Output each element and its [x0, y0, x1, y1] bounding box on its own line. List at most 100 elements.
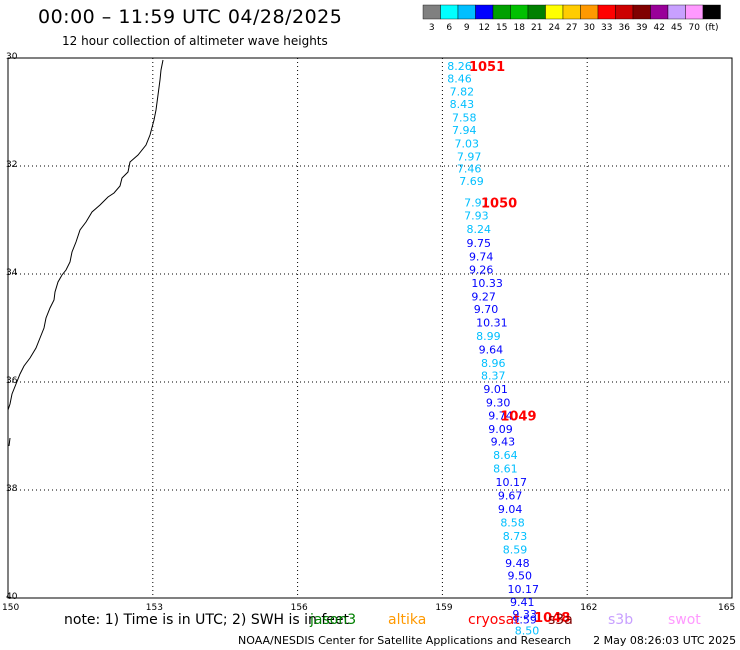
longitude-tick-label: 150	[2, 603, 20, 613]
legend-label: 70	[689, 23, 701, 33]
wave-height-value: 8.59	[503, 543, 528, 556]
wave-height-value: 8.24	[467, 223, 492, 236]
legend-swatch	[702, 4, 721, 20]
legend-label: 45	[671, 23, 682, 33]
satellite-legend-swot: swot	[668, 612, 701, 628]
latitude-tick-label: 32	[6, 160, 18, 170]
wave-height-value: 7.69	[459, 175, 484, 188]
wave-height-value: 7.58	[452, 111, 477, 124]
wave-height-value: 7.82	[450, 85, 475, 98]
wave-height-value: 10.17	[508, 583, 540, 596]
wave-height-value: 9.64	[479, 344, 504, 357]
wave-height-value: 7.97	[457, 150, 482, 163]
lat-lon-grid	[8, 58, 732, 598]
legend-label: 33	[601, 23, 612, 33]
pass-number-label: 1050	[481, 197, 517, 212]
legend-swatch	[597, 4, 616, 20]
wave-height-value: 9.74	[469, 251, 494, 264]
latitude-tick-label: 30	[6, 52, 18, 62]
legend-swatch	[440, 4, 459, 20]
observation-labels: 8.268.467.828.437.587.947.037.977.467.69…	[447, 60, 539, 637]
legend-swatch	[667, 4, 686, 20]
legend-label: 24	[549, 23, 561, 33]
map-title: 00:00 – 11:59 UTC 04/28/2025	[38, 6, 343, 28]
wave-height-value: 9.43	[491, 435, 515, 448]
wave-height-value: 9.59	[512, 614, 537, 627]
wave-height-value: 8.37	[481, 370, 506, 383]
wave-height-value: 8.50	[515, 624, 540, 637]
pass-number-label: 1049	[500, 409, 536, 424]
wave-height-value: 9.75	[467, 237, 492, 250]
legend-swatch	[527, 4, 546, 20]
wave-height-value: 8.26	[447, 60, 472, 73]
legend-label: 9	[464, 23, 470, 33]
longitude-tick-label: 165	[718, 603, 736, 613]
wave-height-value: 9.48	[505, 557, 530, 570]
legend-label: 18	[514, 23, 526, 33]
legend-swatch	[580, 4, 599, 20]
legend-label: (ft)	[705, 23, 719, 33]
satellite-legend-jason3: jason3	[310, 612, 357, 628]
wave-height-value: 9.27	[471, 291, 496, 304]
legend-swatch	[650, 4, 669, 20]
wave-height-value: 8.73	[503, 530, 528, 543]
longitude-tick-label: 153	[145, 603, 163, 613]
legend-label: 21	[531, 23, 542, 33]
coastline	[7, 59, 164, 411]
legend-label: 6	[446, 23, 452, 33]
wave-height-value: 7.03	[454, 137, 479, 150]
wave-height-value: 7.97	[464, 197, 489, 210]
wave-height-value: 9.01	[483, 383, 508, 396]
legend-label: 30	[584, 23, 596, 33]
wave-height-value: 9.30	[486, 397, 511, 410]
wave-height-value: 8.58	[500, 516, 525, 529]
legend-label: 3	[429, 23, 435, 33]
pass-labels: 1051 1050 1049 1048	[469, 60, 570, 626]
wave-height-value: 8.64	[493, 449, 517, 462]
longitude-tick-label: 162	[580, 603, 598, 613]
wave-height-value: 7.94	[452, 124, 477, 137]
legend-swatch	[632, 4, 651, 20]
wave-height-value: 9.04	[498, 503, 523, 516]
wave-height-value: 10.31	[476, 317, 508, 330]
map-frame	[7, 57, 733, 599]
legend-swatch	[422, 4, 441, 20]
legend-swatch	[510, 4, 529, 20]
satellite-legend-cryosat: cryosat	[468, 612, 520, 628]
wave-height-value: 8.46	[447, 73, 472, 86]
wave-height-value: 9.50	[508, 569, 533, 582]
satellite-legend-altika: altika	[388, 612, 427, 628]
pass-number-label: 1051	[469, 60, 505, 75]
wave-height-value: 8.99	[476, 330, 501, 343]
satellite-legend-s3b: s3b	[608, 612, 634, 628]
wave-height-value: 10.17	[495, 476, 527, 489]
coastline-fragment	[8, 437, 11, 447]
legend-label: 39	[636, 23, 648, 33]
wave-height-legend: 3 6 9 12 15 18 21 24 27 30 33 36 39 42 45 70 (ft)	[422, 4, 721, 33]
wave-height-value: 9.70	[474, 303, 499, 316]
legend-label: 36	[619, 23, 631, 33]
latitude-tick-label: 36	[6, 376, 18, 386]
wave-height-value: 9.26	[469, 264, 494, 277]
credit-text: NOAA/NESDIS Center for Satellite Applica…	[238, 634, 572, 647]
wave-height-value: 7.46	[457, 163, 482, 176]
legend-swatch	[457, 4, 476, 20]
legend-label: 12	[479, 23, 490, 33]
wave-height-value: 8.43	[450, 98, 475, 111]
longitude-tick-label: 159	[435, 603, 453, 613]
legend-swatch	[685, 4, 704, 20]
legend-swatch	[492, 4, 511, 20]
legend-label: 15	[496, 23, 507, 33]
legend-swatch	[562, 4, 581, 20]
wave-height-value: 10.33	[471, 277, 503, 290]
wave-height-value: 9.09	[488, 423, 512, 436]
units-note: note: 1) Time is in UTC; 2) SWH is in fe…	[64, 612, 350, 628]
credit-line: NOAA/NESDIS Center for Satellite Applica…	[238, 634, 736, 647]
wave-height-value: 9.41	[510, 596, 535, 609]
legend-swatch	[475, 4, 494, 20]
latitude-tick-label: 34	[6, 268, 18, 278]
wave-height-value: 9.74	[488, 409, 512, 422]
wave-height-value: 8.61	[493, 462, 517, 475]
satellite-legend-s3a: s3a	[548, 612, 573, 628]
